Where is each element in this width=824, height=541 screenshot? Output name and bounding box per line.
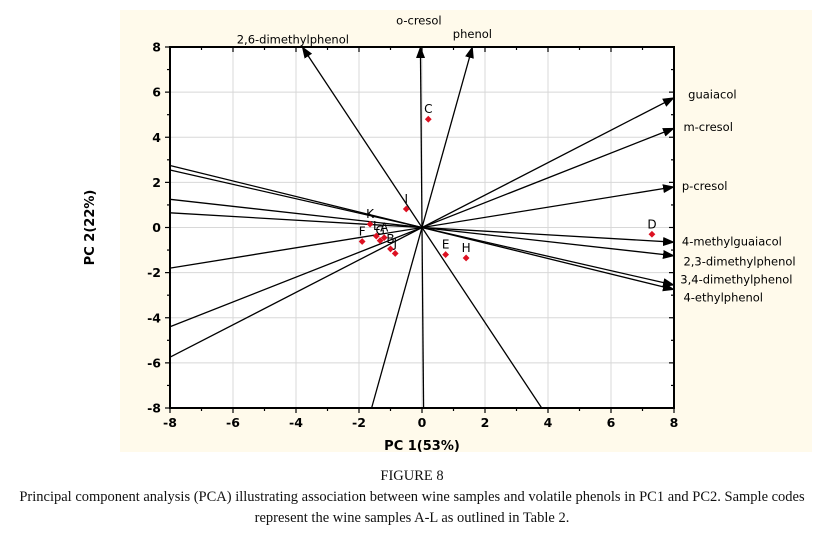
sample-point-G <box>376 237 384 244</box>
y-tick-label: -6 <box>147 355 161 370</box>
pca-figure: 2,6-dimethylphenol o-cresol phenol guaiacol… <box>83 10 812 454</box>
sample-point-H <box>462 254 470 262</box>
sample-label-G: G <box>375 224 384 238</box>
vector-label-phenol: phenol <box>453 27 492 41</box>
x-tick-label: -4 <box>289 415 303 430</box>
figure-caption-text: Principal component analysis (PCA) illus… <box>19 489 805 526</box>
y-tick-label: 4 <box>152 130 161 145</box>
vector-label-2,6-dimethylphenol: 2,6-dimethylphenol <box>237 33 349 47</box>
sample-point-B <box>387 245 394 253</box>
y-tick-label: -8 <box>147 401 161 416</box>
vector-label-2,3-dimethylphenol: 2,3-dimethylphenol <box>683 254 795 268</box>
sample-label-I: I <box>404 192 408 206</box>
y-tick-label: 0 <box>152 220 161 235</box>
vector-label-3,4-dimethylphenol: 3,4-dimethylphenol <box>680 272 792 286</box>
pca-biplot-chart: 2,6-dimethylphenol o-cresol phenol guaiacol… <box>83 10 812 454</box>
sample-label-J: J <box>392 236 397 250</box>
figure-caption-label: FIGURE 8 <box>380 468 444 484</box>
vector-4-ethylphenol <box>169 164 675 292</box>
x-tick-label: 4 <box>544 415 553 430</box>
sample-label-L: L <box>373 219 380 233</box>
figure-caption: FIGURE 8 Principal component analysis (P… <box>0 466 824 529</box>
y-tick-label: -2 <box>147 265 161 280</box>
vector-label-m-cresol: m-cresol <box>683 120 732 134</box>
y-tick-label: 6 <box>152 85 161 100</box>
y-tick-label: -4 <box>147 310 161 325</box>
sample-label-C: C <box>424 102 432 116</box>
x-axis-title: PC 1(53%) <box>384 439 460 454</box>
vector-label-o-cresol: o-cresol <box>396 13 442 27</box>
sample-point-L <box>372 232 380 240</box>
sample-point-D <box>648 230 656 238</box>
sample-point-E <box>442 251 450 258</box>
sample-point-I <box>402 205 410 213</box>
sample-label-E: E <box>442 238 450 252</box>
sample-point-A <box>380 234 388 242</box>
x-tick-label: -2 <box>352 415 366 430</box>
x-tick-label: 6 <box>607 415 616 430</box>
x-tick-label: 8 <box>670 415 679 430</box>
sample-label-K: K <box>366 207 375 221</box>
vector-label-guaiacol: guaiacol <box>688 87 736 101</box>
y-tick-label: 8 <box>152 40 161 55</box>
x-tick-label: -8 <box>163 415 177 430</box>
x-tick-label: 0 <box>418 415 427 430</box>
sample-point-C <box>424 115 432 123</box>
sample-label-B: B <box>386 232 394 246</box>
sample-label-A: A <box>380 221 389 235</box>
sample-label-H: H <box>462 241 471 255</box>
sample-label-D: D <box>647 217 656 231</box>
x-tick-label: 2 <box>481 415 490 430</box>
y-axis-title: PC 2(22%) <box>83 190 98 266</box>
vector-label-4-methylguaiacol: 4-methylguaiacol <box>682 234 782 248</box>
sample-point-J <box>391 250 399 257</box>
y-tick-label: 2 <box>152 175 161 190</box>
vector-label-p-cresol: p-cresol <box>682 179 728 193</box>
x-tick-label: -6 <box>226 415 240 430</box>
sample-point-F <box>358 238 366 245</box>
vector-label-4-ethylphenol: 4-ethylphenol <box>683 290 763 304</box>
sample-label-F: F <box>359 224 366 238</box>
sample-point-K <box>366 220 374 228</box>
